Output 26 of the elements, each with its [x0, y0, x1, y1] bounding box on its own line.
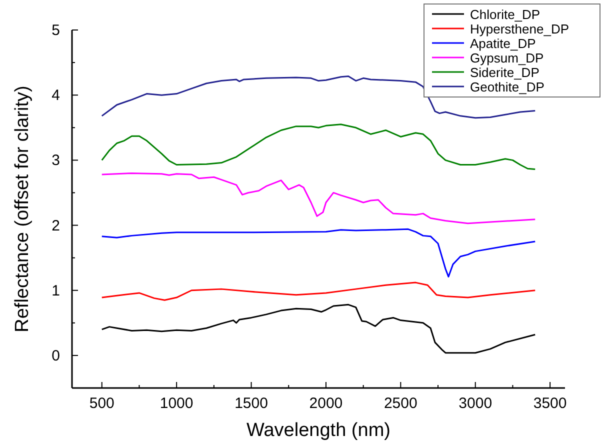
y-tick-label: 2 [52, 217, 60, 234]
line-series [101, 172, 536, 224]
line-series [101, 228, 536, 278]
legend-label: Geothite_DP [470, 80, 544, 94]
y-tick-label: 4 [52, 87, 60, 104]
legend-label: Hypersthene_DP [470, 22, 569, 36]
x-tick-label: 500 [89, 395, 114, 412]
line-series [101, 282, 536, 301]
x-tick-label: 2500 [384, 395, 418, 412]
legend-label: Siderite_DP [470, 65, 540, 80]
legend-label: Apatite_DP [470, 36, 536, 51]
y-tick-label: 5 [52, 22, 60, 39]
x-axis-title: Wavelength (nm) [246, 420, 390, 441]
y-tick-label: 3 [52, 152, 60, 170]
x-tick-label: 2000 [309, 395, 343, 412]
line-series [101, 304, 536, 354]
y-tick-label: 1 [52, 282, 60, 300]
x-tick-label: 1000 [160, 395, 194, 412]
y-tick-label: 0 [52, 347, 60, 364]
x-tick-label: 3000 [458, 395, 492, 412]
legend-label: Gypsum_DP [470, 50, 544, 66]
y-axis-title: Reflectance (offset for clarity) [12, 86, 33, 332]
x-tick-label: 1500 [234, 395, 268, 412]
line-series [101, 124, 536, 170]
legend-label: Chlorite_DP [470, 7, 540, 22]
x-tick-label: 3500 [533, 395, 567, 412]
